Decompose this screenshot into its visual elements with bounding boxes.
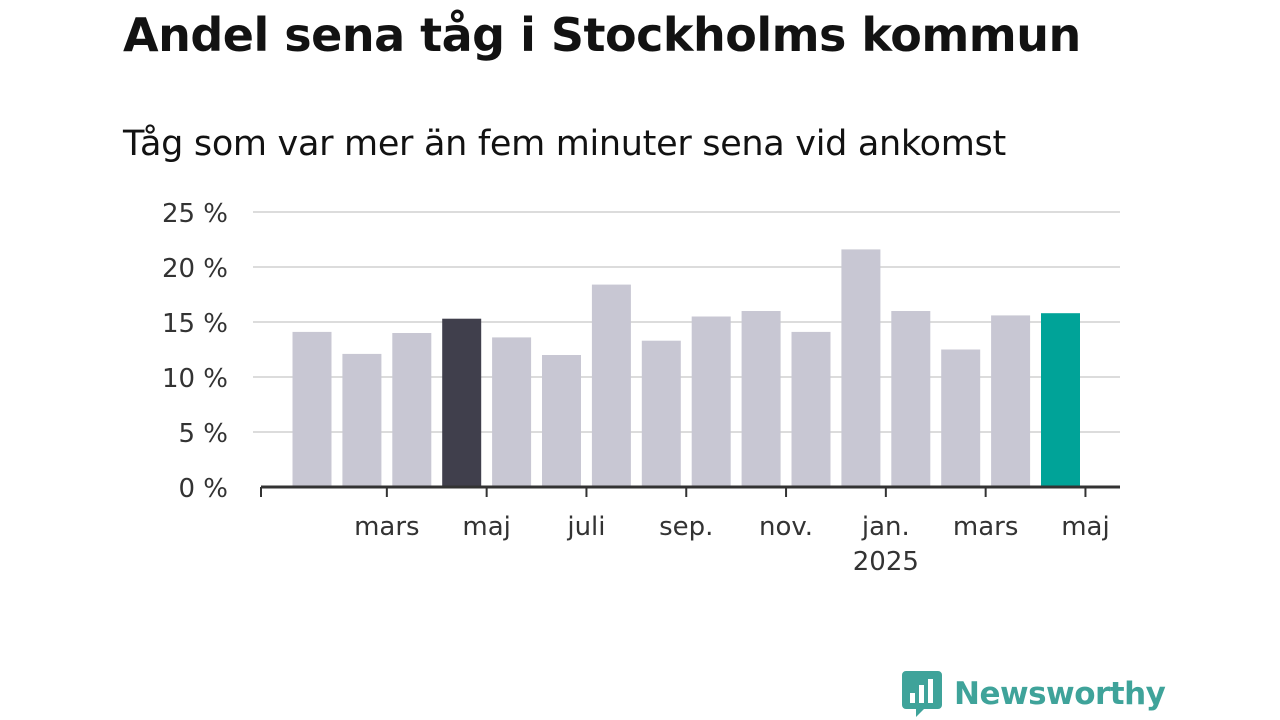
bar-2024-03 <box>342 353 382 487</box>
newsworthy-logo: Newsworthy <box>902 670 1166 718</box>
bar-2024-08 <box>591 284 631 487</box>
bar-2025-03 <box>941 349 981 487</box>
bar-2025-04 <box>991 315 1031 487</box>
x-axis: mars maj juli sep. nov. jan. 2025 mars maj <box>260 485 1120 577</box>
bar-2024-12 <box>791 331 831 487</box>
y-tick-label: 15 % <box>162 309 228 339</box>
x-tick-label: mars <box>953 512 1019 542</box>
x-tick-label: juli <box>566 512 605 542</box>
bar-2024-02 <box>292 331 332 487</box>
chart-subtitle: Tåg som var mer än fem minuter sena vid … <box>123 124 1006 164</box>
x-tick-label: nov. <box>759 512 813 542</box>
bar-2024-09 <box>641 340 681 487</box>
x-tick-label: jan. <box>861 512 910 542</box>
brand-name: Newsworthy <box>954 676 1166 712</box>
bar-2024-05 <box>442 318 482 487</box>
x-tick-label: maj <box>1061 512 1109 542</box>
bars <box>292 249 1080 487</box>
y-axis-labels: 0 % 5 % 10 % 15 % 20 % 25 % <box>162 199 228 504</box>
y-tick-label: 5 % <box>178 419 228 449</box>
bar-2024-06 <box>492 337 532 487</box>
x-tick-label: sep. <box>659 512 713 542</box>
y-tick-label: 25 % <box>162 199 228 229</box>
x-tick-label: mars <box>354 512 420 542</box>
bar-2025-02 <box>891 311 931 487</box>
bar-2025-01 <box>841 249 881 487</box>
bar-2024-07 <box>542 355 581 487</box>
bar-chart-speech-bubble-icon <box>902 671 942 717</box>
bar-2024-11 <box>741 311 781 487</box>
x-tick-sublabel: 2025 <box>853 547 919 577</box>
bar-2024-04 <box>392 333 432 487</box>
chart-title: Andel sena tåg i Stockholms kommun <box>123 8 1081 62</box>
bar-2025-05 <box>1041 313 1080 487</box>
bar-2024-10 <box>691 316 731 487</box>
x-tick-label: maj <box>462 512 510 542</box>
y-tick-label: 10 % <box>162 364 228 394</box>
gridlines <box>253 211 1120 433</box>
y-tick-label: 20 % <box>162 254 228 284</box>
y-tick-label: 0 % <box>178 474 228 504</box>
